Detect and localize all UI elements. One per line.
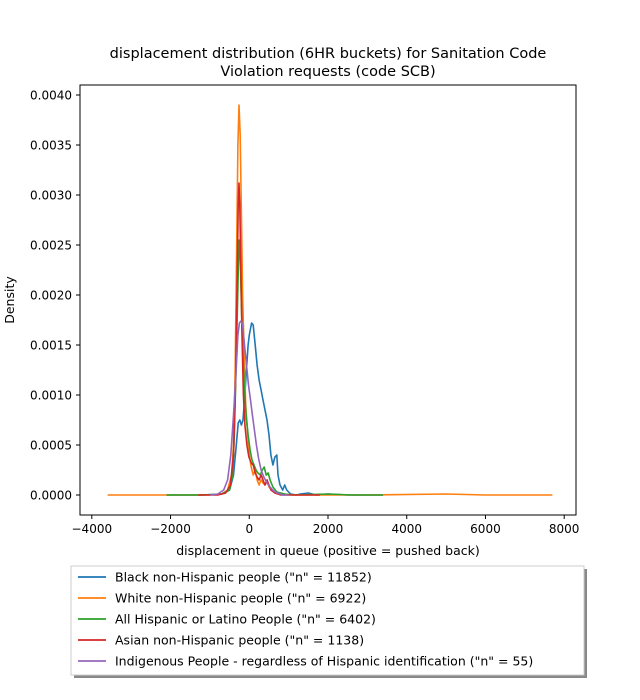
x-tick-label: 4000 <box>391 522 422 536</box>
y-tick-label: 0.0025 <box>30 239 72 253</box>
series-line-3 <box>198 182 321 496</box>
x-tick-label: 6000 <box>470 522 501 536</box>
y-tick-label: 0.0020 <box>30 289 72 303</box>
legend-label-1: White non-Hispanic people ("n" = 6922) <box>115 591 366 606</box>
x-tick-label: 0 <box>245 522 253 536</box>
y-tick-label: 0.0000 <box>30 489 72 503</box>
legend-label-3: Asian non-Hispanic people ("n" = 1138) <box>115 633 364 648</box>
legend-label-4: Indigenous People - regardless of Hispan… <box>115 654 533 669</box>
y-axis-label: Density <box>2 276 17 324</box>
y-tick-label: 0.0040 <box>30 89 72 103</box>
x-tick-label: 2000 <box>313 522 344 536</box>
y-tick-label: 0.0030 <box>30 189 72 203</box>
x-tick-label: 8000 <box>549 522 580 536</box>
y-tick-label: 0.0005 <box>30 439 72 453</box>
chart-title-line-2: Violation requests (code SCB) <box>220 64 435 80</box>
y-tick-label: 0.0035 <box>30 139 72 153</box>
y-tick-label: 0.0015 <box>30 339 72 353</box>
legend-label-0: Black non-Hispanic people ("n" = 11852) <box>115 570 372 585</box>
series-line-1 <box>107 104 553 496</box>
y-tick-label: 0.0010 <box>30 389 72 403</box>
x-tick-label: −2000 <box>150 522 191 536</box>
x-axis-label: displacement in queue (positive = pushed… <box>176 543 480 558</box>
x-tick-label: −4000 <box>72 522 113 536</box>
y-axis: 0.0000 0.0005 0.0010 0.0015 0.0020 0.0025 0.00… <box>30 89 80 503</box>
chart-title-line-1: displacement distribution (6HR buckets) … <box>110 46 547 62</box>
plot-series <box>107 104 553 496</box>
series-line-4 <box>209 320 289 496</box>
legend-label-2: All Hispanic or Latino People ("n" = 640… <box>115 612 376 627</box>
series-line-0 <box>166 322 384 496</box>
legend-entries: Black non-Hispanic people ("n" = 11852) W… <box>78 570 533 669</box>
x-axis: −4000 −2000 0 2000 4000 6000 8000 <box>72 515 580 536</box>
legend: Black non-Hispanic people ("n" = 11852) W… <box>70 565 587 678</box>
legend-box <box>70 565 585 676</box>
plot-frame <box>79 84 577 516</box>
